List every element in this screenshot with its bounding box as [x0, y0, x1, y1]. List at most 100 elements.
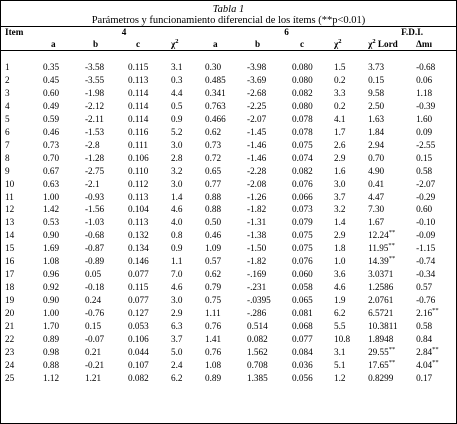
cell-lord: 17.65** [368, 358, 396, 370]
cell-chi6: 1.8 [334, 243, 346, 254]
cell-b4: -0.18 [85, 282, 105, 293]
cell-delta: -0.29 [416, 191, 436, 202]
cell-a6: 0.88 [205, 191, 222, 202]
cell-chi6: 1.6 [334, 165, 346, 176]
cell-c6: 0.077 [292, 334, 313, 345]
cell-c6: 0.068 [292, 321, 313, 332]
cell-a4: 0.45 [43, 74, 60, 85]
cell-b6: -1.82 [247, 256, 267, 267]
cell-chi6: 6.2 [334, 308, 346, 319]
cell-a6: 0.88 [205, 204, 222, 215]
cell-chi4: 1.4 [171, 191, 183, 202]
cell-a6: 1.41 [205, 334, 222, 345]
cell-c6: 0.075 [292, 139, 313, 150]
cell-b6: -2.07 [247, 113, 267, 124]
col-a-6: a [213, 39, 218, 49]
cell-chi4: 2.8 [171, 152, 183, 163]
cell-chi6: 3.0 [334, 178, 346, 189]
cell-a4: 1.08 [43, 256, 60, 267]
table-row: 8 0.70 -1.28 0.106 2.8 0.72 -1.46 0.074 2.9 0.70 0… [1, 152, 456, 165]
cell-c4: 0.111 [128, 139, 148, 150]
cell-chi4: 2.9 [171, 308, 183, 319]
cell-item: 11 [5, 191, 14, 202]
cell-a6: 0.50 [205, 217, 222, 228]
cell-c6: 0.078 [292, 113, 313, 124]
cell-a6: 0.763 [205, 100, 226, 111]
cell-b6: -3.98 [247, 62, 267, 72]
cell-c4: 0.107 [128, 359, 149, 370]
table-row: 9 0.67 -2.75 0.110 3.2 0.65 -2.28 0.082 1.6 4.90 0… [1, 165, 456, 178]
cell-chi6: 5.1 [334, 359, 346, 370]
cell-a6: 1.09 [205, 243, 222, 254]
cell-c6: 0.081 [292, 308, 313, 319]
cell-b4: -3.55 [85, 74, 105, 85]
table-row: 21 1.70 0.15 0.053 6.3 0.76 0.514 0.068 5.5 10.38… [1, 320, 456, 333]
cell-c4: 0.112 [128, 178, 149, 189]
cell-b6: -1.46 [247, 152, 267, 163]
cell-c6: 0.075 [292, 243, 313, 254]
cell-item: 1 [5, 62, 10, 72]
col-c-4: c [136, 39, 141, 49]
cell-a6: 0.341 [205, 87, 226, 98]
table-row: 4 0.49 -2.12 0.114 0.5 0.763 -2.25 0.080 0.2 2.50… [1, 100, 456, 113]
cell-b6: -2.68 [247, 87, 267, 98]
cell-lord: 2.94 [368, 139, 385, 150]
cell-c6: 0.075 [292, 230, 313, 241]
cell-b6: -.0395 [247, 295, 271, 306]
table-row: 11 1.00 -0.93 0.113 1.4 0.88 -1.26 0.066 3.7 4.47… [1, 191, 456, 204]
cell-delta: 2.84** [416, 345, 439, 357]
cell-b6: 0.082 [247, 334, 268, 345]
cell-lord: 1.8948 [368, 334, 394, 345]
cell-c4: 0.077 [128, 269, 149, 280]
cell-item: 23 [5, 346, 15, 357]
cell-chi6: 3.2 [334, 204, 346, 215]
cell-delta: 2.16** [416, 307, 439, 319]
cell-item: 6 [5, 126, 10, 137]
cell-chi6: 1.2 [334, 372, 346, 383]
cell-delta: 0.57 [416, 282, 433, 293]
cell-delta: -2.07 [416, 178, 436, 189]
cell-chi6: 3.3 [334, 87, 346, 98]
cell-lord: 1.2586 [368, 282, 394, 293]
cell-b4: -1.53 [85, 126, 105, 137]
cell-c6: 0.073 [292, 204, 313, 215]
table-row: 7 0.73 -2.8 0.111 3.0 0.73 -1.46 0.075 2.6 2.94 -2… [1, 139, 456, 152]
cell-a6: 0.466 [205, 113, 226, 124]
cell-b4: -0.93 [85, 191, 105, 202]
cell-delta: -0.09 [416, 230, 436, 241]
cell-a6: 0.73 [205, 139, 222, 150]
cell-b4: -1.03 [85, 217, 105, 228]
cell-chi4: 6.2 [171, 372, 183, 383]
cell-b6: 0.514 [247, 321, 268, 332]
cell-lord: 11.95** [368, 242, 395, 254]
cell-chi4: 4.6 [171, 282, 183, 293]
cell-c4: 0.127 [128, 308, 149, 319]
cell-c6: 0.060 [292, 269, 313, 280]
cell-a6: 0.62 [205, 269, 222, 280]
cell-b4: -0.07 [85, 334, 105, 345]
col-chi2-4: χ2 [171, 37, 179, 49]
cell-b4: 0.21 [85, 346, 102, 357]
cell-delta: -0.10 [416, 217, 436, 228]
cell-a6: 0.485 [205, 74, 226, 85]
cell-c4: 0.082 [128, 372, 149, 383]
table-row: 5 0.59 -2.11 0.114 0.9 0.466 -2.07 0.078 4.1 1.63… [1, 113, 456, 126]
cell-delta: -0.74 [416, 256, 436, 267]
cell-delta: -0.34 [416, 269, 436, 280]
cell-b4: -2.11 [85, 113, 104, 124]
parameters-table: Item 4 6 F.D.I. a b c χ2 a b c χ2 χ2 Lor… [1, 26, 457, 385]
table-body: 1 0.35 -3.58 0.115 3.1 0.30 -3.98 0.080 1.5 3.73-… [1, 51, 456, 385]
cell-chi4: 3.0 [171, 178, 183, 189]
cell-chi6: 1.4 [334, 217, 346, 228]
cell-chi6: 3.7 [334, 191, 346, 202]
cell-a6: 0.30 [205, 62, 222, 72]
cell-a6: 0.76 [205, 321, 222, 332]
table-row: 25 1.12 1.21 0.082 6.2 0.89 1.385 0.056 1.2 0.829… [1, 372, 456, 385]
cell-lord: 14.39** [368, 255, 396, 267]
cell-b6: -.231 [247, 282, 267, 293]
cell-a4: 1.00 [43, 191, 60, 202]
cell-delta: -0.76 [416, 295, 436, 306]
table-row: 19 0.90 0.24 0.077 3.0 0.75 -.0395 0.065 1.9 2.07… [1, 294, 456, 307]
significance-marker: ** [388, 345, 396, 353]
cell-chi6: 0.2 [334, 74, 346, 85]
